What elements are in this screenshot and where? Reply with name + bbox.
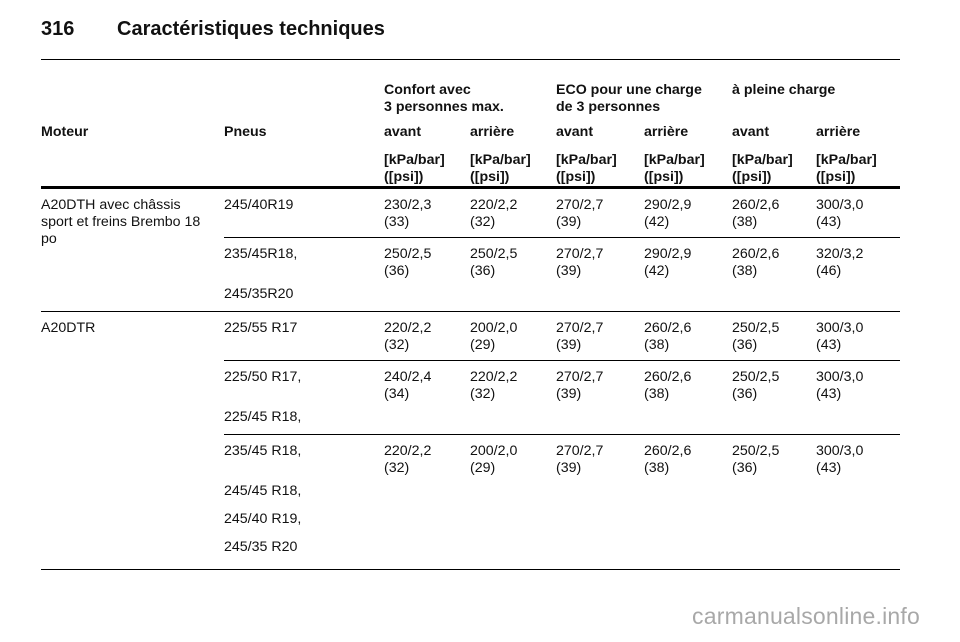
- tire-cell: 235/45R18, 245/35R20: [224, 246, 298, 302]
- pressure-cell: 250/2,5 (36): [732, 320, 780, 353]
- row-divider: [224, 434, 900, 435]
- pressure-cell: 220/2,2 (32): [384, 320, 432, 353]
- group-header-pleine-charge: à pleine charge: [732, 82, 836, 98]
- col-header-eco-avant: avant: [556, 124, 594, 140]
- header-rule: [41, 59, 900, 60]
- pressure-cell: 270/2,7 (39): [556, 320, 604, 353]
- pressure-cell: 300/3,0 (43): [816, 443, 864, 476]
- unit-header: [kPa/bar] ([psi]): [470, 152, 531, 185]
- col-header-pneus: Pneus: [224, 124, 267, 140]
- unit-header: [kPa/bar] ([psi]): [384, 152, 445, 185]
- col-header-moteur: Moteur: [41, 124, 89, 140]
- pressure-cell: 250/2,5 (36): [732, 443, 780, 476]
- tire-cell: 225/50 R17, 225/45 R18,: [224, 369, 302, 425]
- row-divider: [224, 360, 900, 361]
- pressure-cell: 270/2,7 (39): [556, 443, 604, 476]
- pressure-cell: 220/2,2 (32): [470, 369, 518, 402]
- pressure-cell: 260/2,6 (38): [644, 369, 692, 402]
- pressure-cell: 300/3,0 (43): [816, 320, 864, 353]
- pressure-cell: 320/3,2 (46): [816, 246, 864, 279]
- pressure-cell: 270/2,7 (39): [556, 197, 604, 230]
- pressure-cell: 250/2,5 (36): [470, 246, 518, 279]
- row-divider: [41, 311, 900, 312]
- page-title: Caractéristiques techniques: [117, 18, 385, 40]
- pressure-cell: 220/2,2 (32): [470, 197, 518, 230]
- col-header-eco-arriere: arrière: [644, 124, 689, 140]
- unit-header: [kPa/bar] ([psi]): [644, 152, 705, 185]
- pressure-cell: 270/2,7 (39): [556, 246, 604, 279]
- engine-cell: A20DTH avec châssis sport et freins Bremb…: [41, 197, 201, 247]
- pressure-cell: 200/2,0 (29): [470, 320, 518, 353]
- col-header-pleine-avant: avant: [732, 124, 770, 140]
- page-header: 316 Caractéristiques techniques: [41, 18, 385, 41]
- pressure-cell: 300/3,0 (43): [816, 197, 864, 230]
- pressure-cell: 270/2,7 (39): [556, 369, 604, 402]
- unit-header: [kPa/bar] ([psi]): [732, 152, 793, 185]
- pressure-cell: 290/2,9 (42): [644, 246, 692, 279]
- group-header-confort: Confort avec 3 personnes max.: [384, 82, 504, 115]
- pressure-cell: 260/2,6 (38): [732, 197, 780, 230]
- row-divider: [224, 237, 900, 238]
- pressure-cell: 260/2,6 (38): [644, 443, 692, 476]
- pressure-cell: 290/2,9 (42): [644, 197, 692, 230]
- col-header-confort-avant: avant: [384, 124, 422, 140]
- watermark: carmanualsonline.info: [692, 603, 920, 629]
- pressure-cell: 230/2,3 (33): [384, 197, 432, 230]
- pressure-cell: 220/2,2 (32): [384, 443, 432, 476]
- group-header-eco: ECO pour une charge de 3 personnes: [556, 82, 702, 115]
- pressure-cell: 250/2,5 (36): [732, 369, 780, 402]
- tire-cell: 245/40R19: [224, 197, 294, 213]
- pressure-cell: 240/2,4 (34): [384, 369, 432, 402]
- pressure-cell: 260/2,6 (38): [644, 320, 692, 353]
- pressure-cell: 260/2,6 (38): [732, 246, 780, 279]
- col-header-confort-arriere: arrière: [470, 124, 515, 140]
- page-number: 316: [41, 18, 75, 40]
- unit-header: [kPa/bar] ([psi]): [816, 152, 877, 185]
- pressure-cell: 200/2,0 (29): [470, 443, 518, 476]
- pressure-cell: 250/2,5 (36): [384, 246, 432, 279]
- header-bottom-rule: [41, 186, 900, 189]
- tire-cell: 225/55 R17: [224, 320, 298, 336]
- col-header-pleine-arriere: arrière: [816, 124, 861, 140]
- table-bottom-rule: [41, 569, 900, 570]
- unit-header: [kPa/bar] ([psi]): [556, 152, 617, 185]
- engine-cell: A20DTR: [41, 320, 96, 336]
- tire-cell: 235/45 R18, 245/45 R18, 245/40 R19, 245/…: [224, 443, 302, 555]
- pressure-cell: 300/3,0 (43): [816, 369, 864, 402]
